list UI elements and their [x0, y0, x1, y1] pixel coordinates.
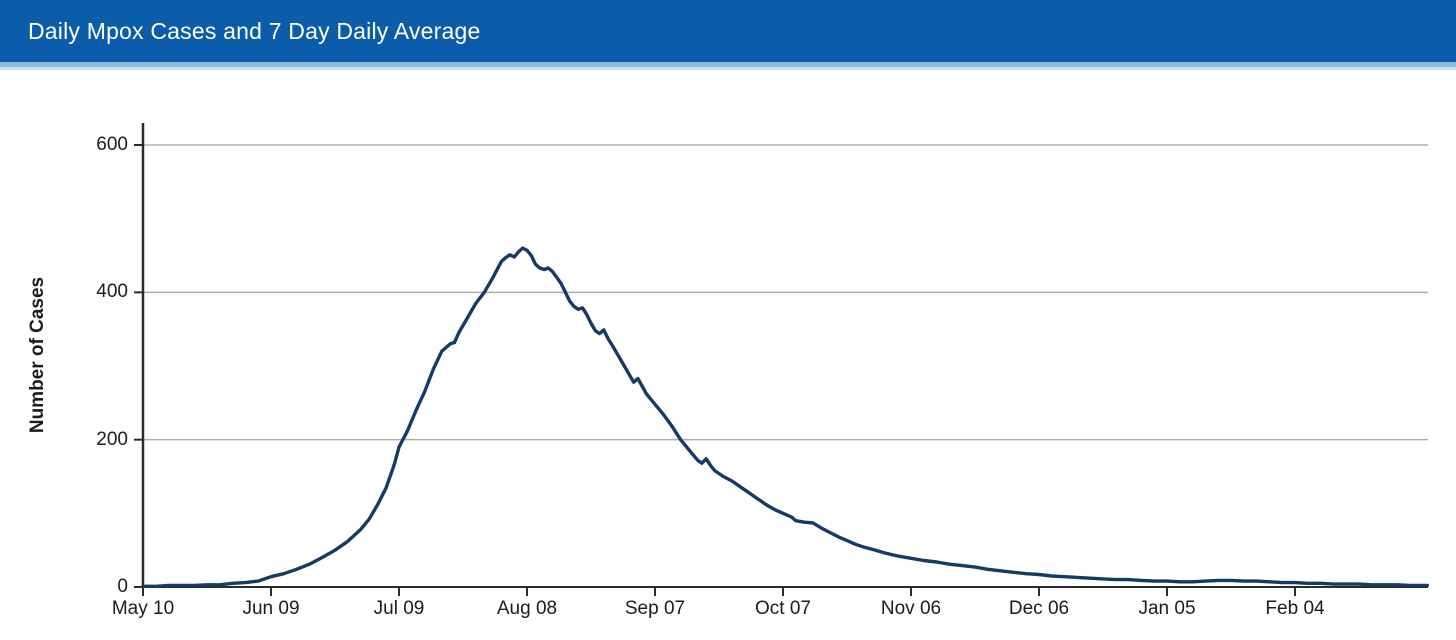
x-tick-label-nov-06: Nov 06 [880, 598, 942, 619]
y-tick-label-200: 200 [96, 428, 128, 450]
x-tick-label-aug-08: Aug 08 [496, 598, 558, 619]
y-axis-title: Number of Cases [27, 276, 48, 434]
chart-title: Daily Mpox Cases and 7 Day Daily Average [28, 17, 481, 44]
data-line-7-day-daily-average [141, 246, 1429, 588]
y-tick-label-600: 600 [96, 134, 128, 155]
header-accent-stripe-mid [0, 62, 1456, 67]
x-tick-label-feb-04: Feb 04 [1265, 598, 1325, 619]
x-tick-label-oct-07: Oct 07 [755, 598, 811, 619]
x-tick-label-dec-06: Dec 06 [1008, 598, 1070, 619]
header-bar: Daily Mpox Cases and 7 Day Daily Average [0, 0, 1456, 62]
x-tick-label-jun-09: Jun 09 [242, 598, 300, 619]
x-tick-label-may-10: May 10 [111, 598, 175, 619]
x-tick-label-jan-05: Jan 05 [1138, 598, 1196, 619]
y-tick-label-0: 0 [117, 576, 128, 597]
x-tick-label-sep-07: Sep 07 [624, 598, 686, 619]
y-tick-label-400: 400 [96, 281, 128, 303]
header-accent-stripe-light [0, 67, 1456, 70]
x-tick-label-jul-09: Jul 09 [373, 598, 425, 619]
